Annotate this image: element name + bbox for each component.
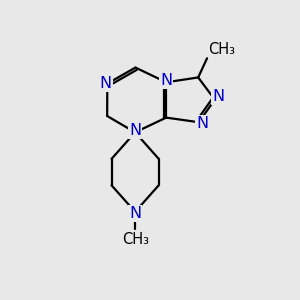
Text: N: N <box>196 116 208 131</box>
Text: N: N <box>100 76 112 91</box>
Text: N: N <box>212 89 224 104</box>
Text: CH₃: CH₃ <box>122 232 148 247</box>
Text: N: N <box>129 123 141 138</box>
Text: CH₃: CH₃ <box>208 41 236 56</box>
Text: N: N <box>129 206 141 221</box>
Text: N: N <box>160 73 172 88</box>
